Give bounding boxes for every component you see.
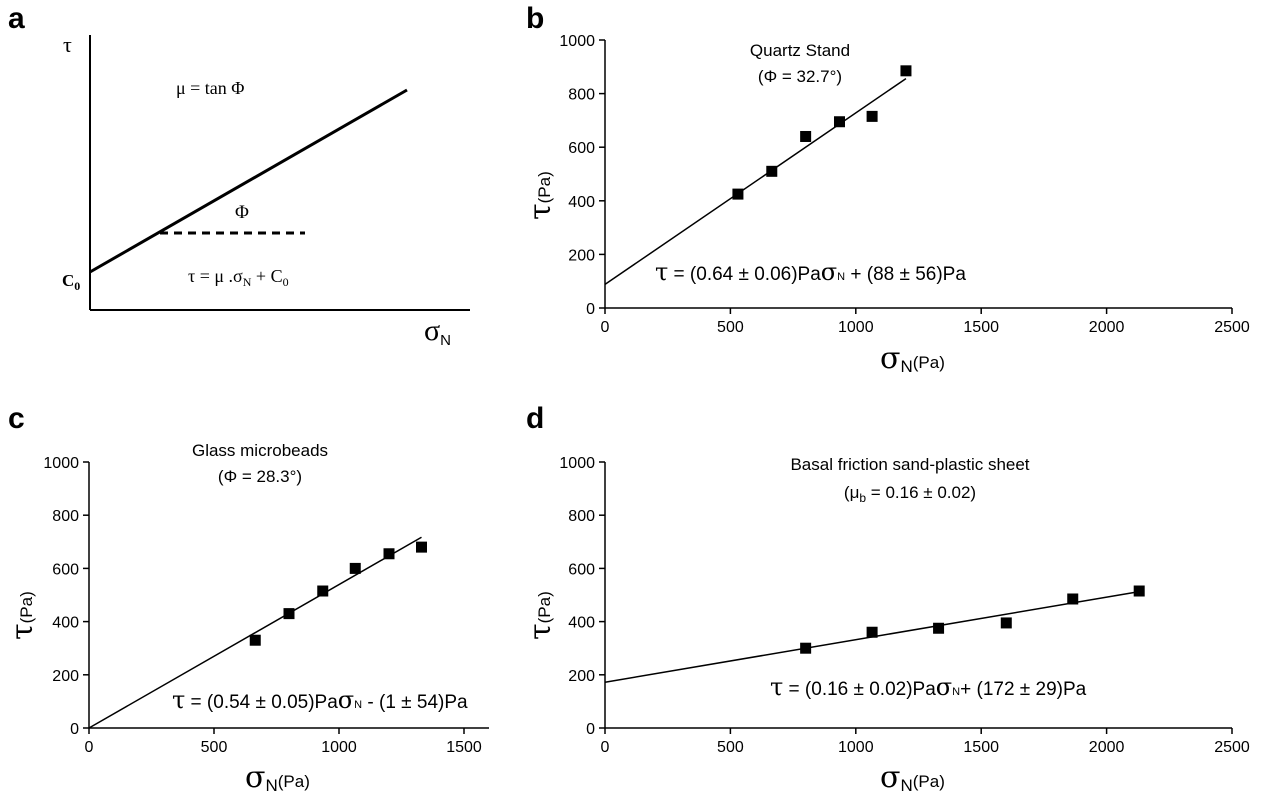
panel-b-x-tick-label: 0 [601, 319, 610, 336]
panel-c-data-point [383, 548, 395, 560]
panel-d-x-tick-label: 2500 [1214, 739, 1250, 756]
panel-d-y-tick-label: 1000 [559, 455, 595, 472]
panel-c-chart: 0 500 1000 1500 0 200 400 600 800 1000 Glass micro… [5, 441, 489, 794]
panel-d-title: Basal friction sand-plastic sheet [790, 455, 1029, 474]
panel-b-y-axis-label: τ(Pa) [523, 171, 558, 220]
panel-c-data-point [349, 562, 361, 574]
panel-letter-b: b [526, 2, 544, 35]
panel-a-y-label: τ [63, 32, 72, 57]
panel-c-y-tick-label: 200 [52, 668, 79, 685]
panel-d-x-tick-label: 1500 [963, 739, 999, 756]
panel-b-x-tick-label: 2500 [1214, 319, 1250, 336]
panel-b-data-point [866, 110, 878, 122]
panel-b-y-tick-label: 1000 [559, 33, 595, 50]
panel-b-title: Quartz Stand [750, 41, 850, 60]
panel-b-data-point [732, 188, 744, 200]
panel-d-data-point [1067, 593, 1079, 605]
panel-c-y-tick-label: 600 [52, 561, 79, 578]
panel-d-x-axis-label: σN(Pa) [880, 760, 945, 794]
panel-c-x-tick-label: 1500 [446, 739, 482, 756]
panel-b-y-tick-label: 0 [586, 301, 595, 318]
panel-c-y-tick-label: 0 [70, 721, 79, 738]
panel-d-data-point [1000, 617, 1012, 629]
panel-c-x-tick-label: 0 [85, 739, 94, 756]
panel-a-failure-line [89, 88, 408, 274]
panel-d-data-point [866, 626, 878, 638]
panel-b-data-point [900, 65, 912, 77]
panel-a-angle-label: Φ [235, 202, 249, 223]
panel-d-data-point [800, 642, 812, 654]
panel-b-chart: 0 500 1000 1500 2000 2500 0 200 400 600 800 1000 Qua… [523, 33, 1250, 376]
panel-b-y-tick-label: 200 [568, 247, 595, 264]
panel-d-x-tick-label: 0 [601, 739, 610, 756]
panel-d-y-tick-label: 600 [568, 561, 595, 578]
panel-d-y-tick-label: 400 [568, 615, 595, 632]
panel-b-data-point [766, 165, 778, 177]
panel-d-x-tick-label: 1000 [838, 739, 874, 756]
panel-c-y-tick-label: 800 [52, 508, 79, 525]
panel-c-x-tick-label: 500 [201, 739, 228, 756]
panel-a-intercept-label: C0 [62, 271, 80, 293]
panel-a-equation: τ = μ .σN + C0 [188, 266, 289, 289]
panel-b-data-point [800, 130, 812, 142]
panel-d-y-tick-label: 0 [586, 721, 595, 738]
panel-d-y-tick-label: 200 [568, 668, 595, 685]
panel-c-fit-line [88, 536, 422, 729]
panel-letter-d: d [526, 402, 544, 435]
panel-c-data-point [249, 634, 261, 646]
panel-a-schematic: τ μ = tan Φ Φ C0 τ = μ .σN + C0 σN [62, 32, 470, 349]
panel-c-data-point [416, 541, 427, 553]
panel-b-x-tick-label: 2000 [1089, 319, 1125, 336]
panel-c-subtitle: (Φ = 28.3°) [218, 467, 302, 486]
panel-c-x-axis-label: σN(Pa) [245, 760, 310, 794]
panel-b-equation: τ = (0.64 ± 0.06)PaσN + (88 ± 56)Pa [655, 258, 966, 286]
panel-d-subtitle: (μb = 0.16 ± 0.02) [844, 483, 976, 505]
panel-letter-a: a [8, 2, 25, 35]
panel-c-data-point [283, 608, 295, 620]
panel-d-equation: τ = (0.16 ± 0.02)PaσN+ (172 ± 29)Pa [770, 673, 1087, 701]
panel-b-x-axis-label: σN(Pa) [880, 341, 945, 376]
panel-c-y-tick-label: 1000 [43, 455, 79, 472]
panel-b-y-tick-label: 600 [568, 140, 595, 157]
panel-b-y-tick-label: 800 [568, 87, 595, 104]
panel-d-y-axis-label: τ(Pa) [523, 591, 558, 640]
panel-b-data-point [833, 116, 845, 128]
panel-b-x-tick-label: 1500 [963, 319, 999, 336]
panel-a-x-label: σN [424, 314, 451, 349]
panel-b-x-tick-label: 500 [717, 319, 744, 336]
panel-b-y-tick-label: 400 [568, 194, 595, 211]
panel-d-data-point [933, 622, 945, 634]
panel-d-x-tick-label: 500 [717, 739, 744, 756]
panel-d-x-tick-label: 2000 [1089, 739, 1125, 756]
panel-c-y-axis-label: τ(Pa) [5, 591, 40, 640]
panel-c-title: Glass microbeads [192, 441, 328, 460]
panel-c-x-tick-label: 1000 [321, 739, 357, 756]
panel-letter-c: c [8, 402, 25, 435]
panel-a-slope-formula: μ = tan Φ [176, 78, 244, 98]
panel-b-x-tick-label: 1000 [838, 319, 874, 336]
panel-d-chart: 0 500 1000 1500 2000 2500 0 200 400 600 800 1000 Bas… [523, 455, 1250, 794]
panel-c-y-tick-label: 400 [52, 615, 79, 632]
panel-c-data-point [317, 585, 329, 597]
panel-d-y-tick-label: 800 [568, 508, 595, 525]
panel-c-equation: τ = (0.54 ± 0.05)PaσN - (1 ± 54)Pa [172, 686, 468, 714]
panel-b-subtitle: (Φ = 32.7°) [758, 67, 842, 86]
panel-d-data-point [1133, 585, 1145, 597]
panel-b-fit-line [604, 77, 907, 286]
